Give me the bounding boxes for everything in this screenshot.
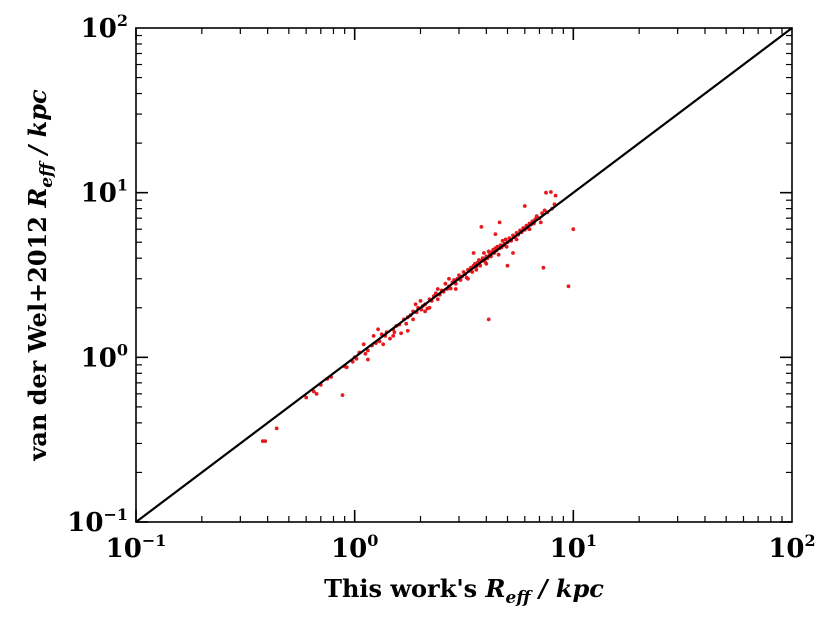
data-point [471, 251, 476, 255]
data-point [381, 342, 386, 347]
data-point [496, 252, 501, 257]
data-point [376, 327, 380, 332]
y-tick-label: 101 [81, 176, 128, 209]
data-point [511, 251, 515, 255]
data-point [399, 331, 403, 336]
data-point [366, 357, 370, 362]
y-axis-label-unit: / kpc [23, 89, 52, 163]
data-point [388, 336, 392, 341]
plot-frame [135, 27, 793, 523]
data-point [505, 263, 510, 268]
data-point [413, 302, 418, 307]
data-point [361, 342, 366, 347]
data-point [486, 249, 491, 254]
x-axis-label: This work's Reff / kpc [324, 574, 604, 608]
data-point [504, 244, 509, 249]
data-point [371, 334, 376, 338]
data-point [435, 297, 440, 302]
data-point [314, 392, 319, 396]
labels-layer: 10−1 100 101 102 10−1 100 101 102 [67, 11, 815, 564]
x-tick-label: 100 [331, 531, 378, 564]
data-point [404, 321, 409, 326]
data-point [435, 287, 440, 291]
y-tick-label: 10−1 [67, 505, 128, 538]
data-point [542, 208, 547, 213]
data-point [344, 365, 349, 370]
x-axis-label-var: R [485, 574, 506, 603]
data-point [340, 393, 345, 397]
data-point [544, 190, 548, 195]
data-point [484, 261, 489, 266]
data-point [363, 351, 368, 356]
data-point [447, 276, 451, 281]
y-tick-label: 100 [81, 340, 128, 373]
data-point [571, 227, 576, 232]
y-tick-label: 102 [81, 11, 128, 44]
data-point [470, 270, 475, 274]
data-point [411, 317, 415, 322]
data-point [553, 193, 558, 198]
data-point [541, 265, 546, 270]
x-tick-label: 10−1 [106, 531, 167, 564]
data-point [493, 232, 498, 237]
x-tick-label: 102 [768, 531, 815, 564]
data-point [391, 334, 396, 338]
data-point [527, 227, 532, 232]
data-point [549, 190, 553, 194]
y-axis-label-sub: eff [37, 160, 57, 188]
data-point [405, 328, 410, 333]
data-point [479, 225, 484, 229]
data-point [392, 330, 397, 335]
data-point [453, 287, 458, 291]
data-point [534, 214, 539, 219]
x-axis-label-unit: / kpc [530, 574, 604, 603]
one-to-one-line [135, 27, 793, 523]
data-point [366, 348, 370, 353]
x-axis-label-prefix: This work's [324, 574, 485, 603]
y-axis-label: van der Wel+2012 Reff / kpc [23, 89, 57, 462]
data-point [514, 237, 519, 242]
data-point [443, 281, 448, 286]
data-point [423, 309, 427, 314]
data-point [304, 395, 309, 400]
data-point [466, 276, 470, 281]
data-point [418, 299, 423, 303]
data-point [522, 204, 527, 208]
data-point [482, 251, 486, 255]
y-axis-label-prefix: van der Wel+2012 [23, 208, 52, 462]
data-point [311, 389, 316, 394]
data-point [497, 220, 502, 225]
data-point [538, 220, 543, 225]
x-axis-label-sub: eff [506, 588, 534, 608]
data-point [566, 284, 571, 289]
data-point [500, 238, 505, 243]
data-point [503, 237, 508, 242]
data-point [274, 426, 279, 431]
y-axis-label-var: R [23, 188, 52, 209]
data-point [457, 273, 461, 278]
data-point [427, 305, 432, 310]
data-point [486, 317, 491, 322]
data-point [448, 286, 453, 291]
data-point [263, 439, 268, 443]
x-tick-label: 101 [550, 531, 597, 564]
data-point [474, 267, 479, 272]
ticks-layer [135, 28, 792, 523]
